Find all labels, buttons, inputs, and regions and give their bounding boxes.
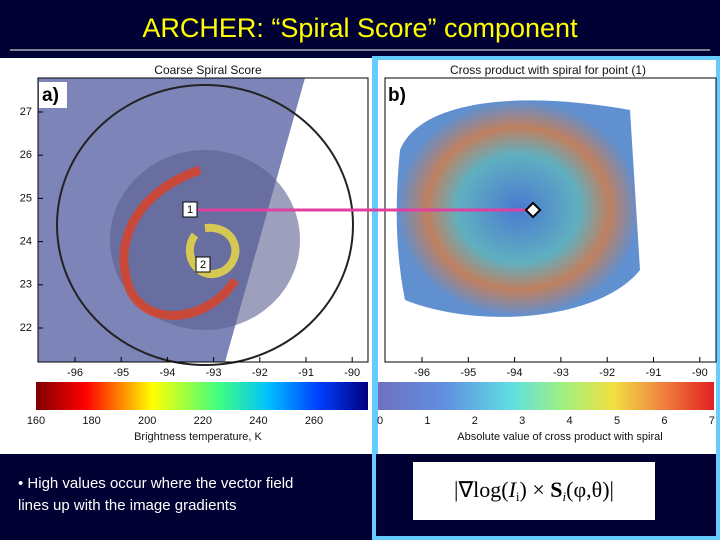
colorbar-tick-label: 240 [249, 415, 267, 427]
panel-label: b) [388, 85, 406, 106]
colorbar-a [36, 382, 368, 410]
panel-title: Coarse Spiral Score [154, 63, 262, 77]
bullet-text: lines up with the image gradients [18, 497, 236, 514]
eye-band [185, 223, 240, 279]
colorbar-tick-label: 200 [138, 415, 156, 427]
point-marker [524, 201, 542, 219]
colorbar-tick-label: 2 [472, 415, 478, 427]
x-tick-label: -90 [692, 367, 708, 379]
panel-title: Cross product with spiral for point (1) [450, 63, 646, 77]
x-tick-label: -90 [344, 367, 360, 379]
formula-part: i [563, 489, 567, 504]
x-tick-label: -93 [206, 367, 222, 379]
point-label: 1 [187, 204, 193, 216]
colorbar-tick-label: 1 [424, 415, 430, 427]
point-label: 2 [200, 259, 206, 271]
formula-bar: | [610, 477, 614, 502]
bullet-text: • High values occur where the vector fie… [18, 475, 293, 492]
colorbar-label: Absolute value of cross product with spi… [457, 431, 662, 443]
colorbar-tick-label: 6 [661, 415, 667, 427]
axes-a [37, 77, 369, 363]
panel-label: a) [42, 85, 59, 106]
spiral-band [119, 165, 239, 320]
formula-part: S [550, 477, 562, 502]
colorbar-tick-label: 5 [614, 415, 620, 427]
formula-part: (φ,θ) [566, 477, 609, 502]
x-tick-label: -91 [646, 367, 662, 379]
colorbar-tick-label: 0 [377, 415, 383, 427]
formula-box [413, 462, 655, 520]
range-circle [56, 84, 354, 366]
slide-title: ARCHER: “Spiral Score” component [142, 13, 578, 43]
point-box [195, 256, 211, 273]
y-tick-label: 23 [20, 279, 32, 291]
formula-part: ∇log( [457, 477, 508, 502]
y-tick-label: 27 [20, 106, 32, 118]
x-tick-label: -95 [460, 367, 476, 379]
formula-part: i [516, 489, 520, 504]
x-tick-label: -95 [113, 367, 129, 379]
colorbar-tick-label: 180 [82, 415, 100, 427]
y-tick-label: 22 [20, 322, 32, 334]
x-tick-label: -94 [507, 367, 523, 379]
y-tick-label: 26 [20, 149, 32, 161]
y-tick-label: 25 [20, 192, 32, 204]
y-tick-label: 24 [20, 236, 32, 248]
point-box [182, 201, 198, 218]
panel-b-border [372, 56, 720, 540]
x-tick-label: -96 [414, 367, 430, 379]
x-tick-label: -92 [252, 367, 268, 379]
formula-bar: | [454, 477, 458, 502]
colorbar-tick-label: 260 [305, 415, 323, 427]
x-tick-label: -91 [298, 367, 314, 379]
x-tick-label: -93 [553, 367, 569, 379]
colorbar-tick-label: 4 [567, 415, 573, 427]
colorbar-label: Brightness temperature, K [134, 431, 262, 443]
formula-part: I [508, 477, 518, 502]
x-tick-label: -94 [159, 367, 175, 379]
x-tick-label: -92 [599, 367, 615, 379]
formula-part: ) × [520, 477, 551, 502]
colorbar-tick-label: 220 [194, 415, 212, 427]
formula: |∇log(Ii) × Si(φ,θ)| [454, 477, 614, 504]
colorbar-b [378, 382, 714, 410]
colorbar-tick-label: 7 [709, 415, 715, 427]
colorbar-tick-label: 160 [27, 415, 45, 427]
label-box [39, 82, 67, 108]
colorbar-tick-label: 3 [519, 415, 525, 427]
x-tick-label: -96 [67, 367, 83, 379]
